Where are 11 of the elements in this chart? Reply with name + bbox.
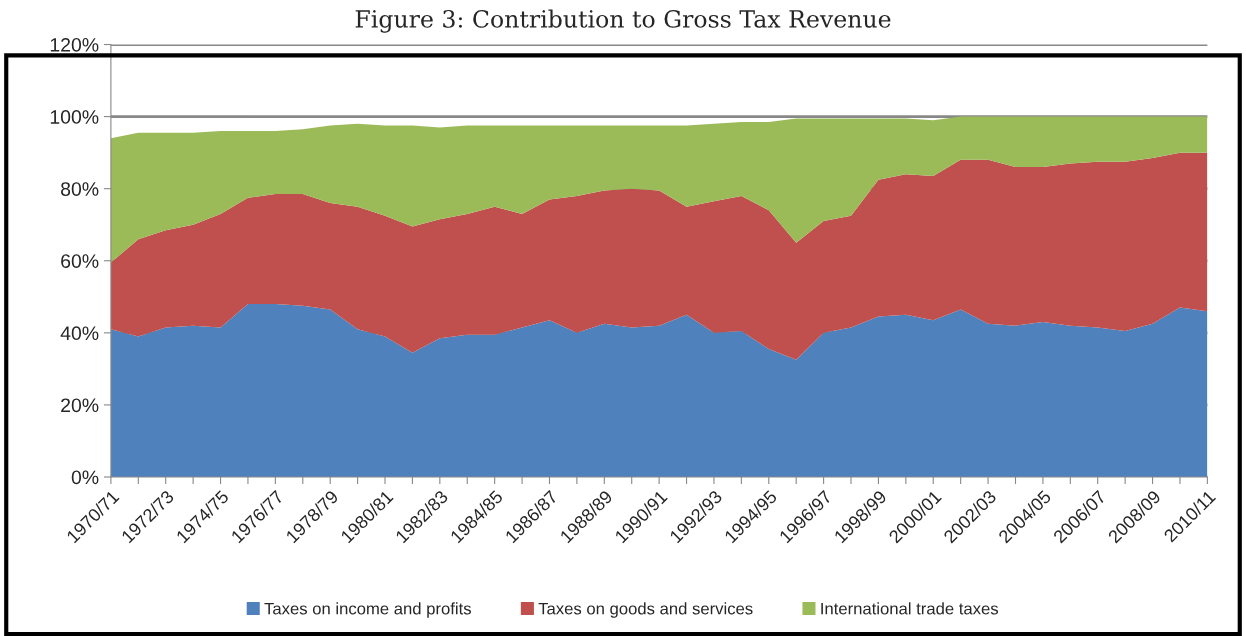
y-tick-label: 80% <box>61 182 99 196</box>
chart-title: Figure 3: Contribution to Gross Tax Revenue <box>355 9 891 33</box>
y-tick-label: 120% <box>50 37 99 52</box>
legend-label: International trade taxes <box>821 602 999 615</box>
y-tick-label: 0% <box>71 470 99 485</box>
y-tick-label: 20% <box>61 398 99 413</box>
y-tick-label: 60% <box>61 254 99 268</box>
legend-label: Taxes on income and profits <box>264 602 471 618</box>
legend-label: Taxes on goods and services <box>538 602 753 618</box>
y-tick-label: 40% <box>60 326 99 341</box>
y-tick-label: 100% <box>50 110 99 124</box>
